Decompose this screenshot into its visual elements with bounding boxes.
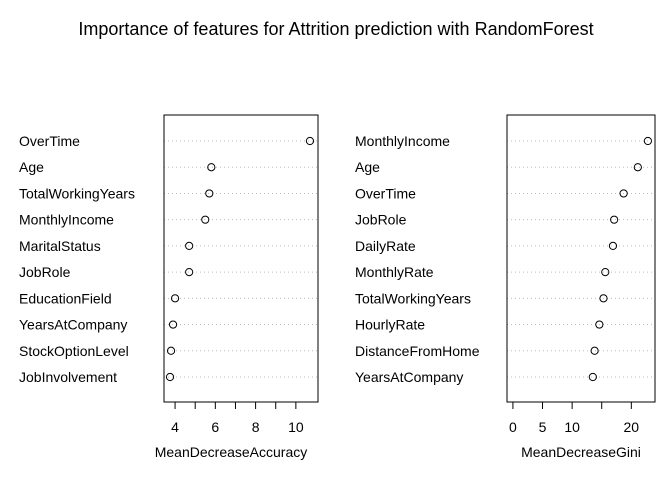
accuracy-tick-label: 8 [252,419,260,435]
accuracy-category-label: Age [19,159,44,175]
chart-title: Importance of features for Attrition pre… [78,19,593,39]
gini-category-label: TotalWorkingYears [355,290,471,306]
accuracy-data-point [166,346,176,355]
accuracy-category-label: TotalWorkingYears [19,185,135,201]
accuracy-category-label: MaritalStatus [19,238,101,254]
accuracy-category-label: StockOptionLevel [19,343,129,359]
accuracy-data-point [185,241,194,250]
gini-category-label: DailyRate [355,238,416,254]
gini-tick-label: 20 [624,419,640,435]
gini-data-point [633,163,642,172]
accuracy-data-point [305,136,315,146]
accuracy-category-label: JobRole [19,264,71,280]
gini-data-point [601,268,610,277]
accuracy-panel: OverTime Age TotalWorkingYears MonthlyIncom… [19,114,319,460]
gini-data-point [588,372,597,382]
accuracy-category-label: MonthlyIncome [19,212,114,228]
accuracy-data-point [207,163,216,172]
accuracy-plot-frame [163,114,319,403]
accuracy-data-point [170,294,180,303]
accuracy-data-point [185,268,194,277]
gini-data-point [643,136,652,146]
gini-category-label: MonthlyIncome [355,133,450,149]
accuracy-category-label: EducationField [19,290,112,306]
accuracy-data-point [165,372,175,382]
accuracy-tick-label: 6 [211,419,219,435]
gini-tick-label: 10 [564,419,580,435]
accuracy-x-axis-label: MeanDecreaseAccuracy [155,444,308,460]
gini-category-label: DistanceFromHome [355,343,480,359]
gini-data-point [590,346,599,355]
gini-data-point [595,320,604,329]
gini-category-label: Age [355,159,380,175]
accuracy-data-point [168,320,178,329]
gini-tick-label: 0 [509,419,517,435]
accuracy-category-label: YearsAtCompany [19,317,127,333]
accuracy-data-point [205,189,214,198]
accuracy-tick-label: 4 [171,419,179,435]
gini-data-point [610,215,619,224]
accuracy-data-point [201,215,210,224]
accuracy-category-label: JobInvolvement [19,369,117,385]
gini-category-label: MonthlyRate [355,264,434,280]
accuracy-tick-label: 10 [288,419,304,435]
gini-data-point [619,189,628,198]
gini-tick-label: 5 [539,419,547,435]
gini-data-point [599,294,608,303]
gini-data-point [608,241,618,250]
gini-plot-frame [506,114,656,403]
gini-category-label: OverTime [355,185,416,201]
gini-x-axis-label: MeanDecreaseGini [521,444,641,460]
gini-category-label: HourlyRate [355,317,425,333]
accuracy-category-label: OverTime [19,133,80,149]
gini-category-label: YearsAtCompany [355,369,463,385]
gini-category-label: JobRole [355,212,407,228]
gini-panel: MonthlyIncome Age OverTime JobRole DailyRate… [355,114,656,460]
